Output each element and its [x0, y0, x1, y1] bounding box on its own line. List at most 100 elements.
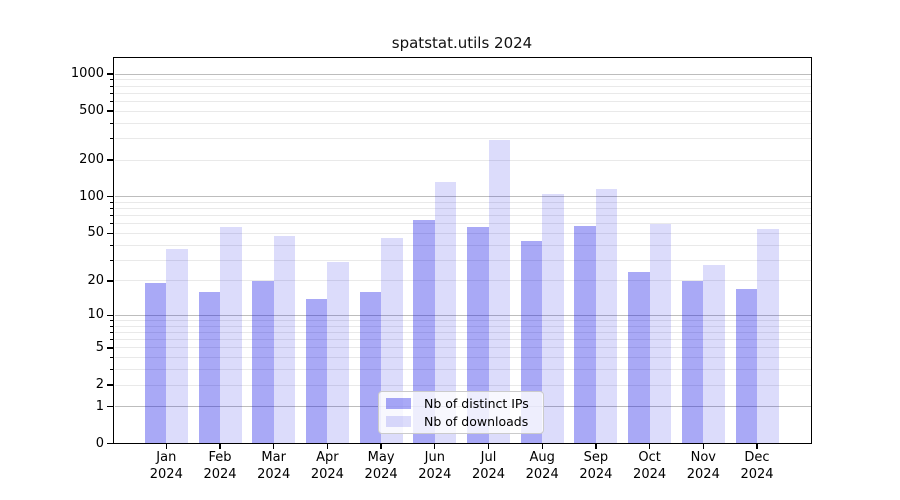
y-minor-tick: [110, 92, 113, 94]
y-minor-tick: [110, 339, 113, 341]
bar-distinct-ips-apr: [305, 298, 328, 443]
y-minor-tick: [110, 332, 113, 334]
x-tick: [541, 444, 543, 449]
y-tick: [107, 280, 113, 282]
y-tick: [107, 110, 113, 112]
bar-distinct-ips-nov: [681, 280, 704, 443]
bar-downloads-nov: [703, 265, 725, 443]
bar-downloads-aug: [542, 193, 564, 443]
x-label-month: Mar: [261, 450, 286, 465]
gridline-minor: [114, 369, 811, 371]
x-tick-label-may: May 2024: [353, 450, 409, 483]
bar-distinct-ips-jan: [144, 283, 167, 443]
y-tick-label: 1000: [70, 66, 104, 82]
gridline-minor: [114, 215, 811, 217]
x-label-year: 2024: [579, 466, 613, 482]
y-minor-tick: [110, 223, 113, 225]
y-minor-tick: [110, 100, 113, 102]
x-tick: [756, 444, 758, 449]
x-tick: [434, 444, 436, 449]
bar-downloads-jan: [166, 249, 188, 443]
x-label-month: Sep: [583, 450, 609, 465]
x-tick-label-oct: Oct 2024: [622, 450, 678, 483]
bar-downloads-jun: [434, 181, 457, 443]
gridline-minor: [114, 347, 811, 349]
y-minor-tick: [110, 259, 113, 261]
bar-distinct-ips-may: [359, 292, 382, 443]
gridline-minor: [114, 332, 811, 334]
gridline-minor: [114, 201, 811, 203]
bar-downloads-sep: [595, 189, 618, 443]
bar-downloads-apr: [327, 261, 349, 443]
legend-label-distinct-ips: Nb of distinct IPs: [424, 396, 529, 411]
gridline-minor: [114, 110, 811, 112]
x-tick: [648, 444, 651, 449]
chart-title: spatstat.utils 2024: [391, 34, 533, 52]
legend: Nb of distinct IPs Nb of downloads: [378, 391, 544, 434]
x-label-month: Oct: [638, 450, 661, 465]
y-minor-tick: [110, 369, 113, 371]
x-label-year: 2024: [364, 466, 398, 482]
x-label-month: Dec: [744, 450, 770, 465]
gridline-major: [114, 196, 811, 198]
y-minor-tick: [110, 320, 113, 322]
y-tick: [107, 196, 113, 198]
y-tick: [107, 73, 113, 75]
x-tick: [380, 444, 382, 449]
x-label-year: 2024: [633, 466, 667, 482]
gridline-minor: [114, 100, 811, 102]
y-tick: [107, 159, 113, 161]
gridline-minor: [114, 280, 811, 282]
gridline-major: [114, 73, 811, 75]
x-tick-label-aug: Aug 2024: [514, 450, 570, 483]
x-tick: [326, 444, 329, 449]
legend-swatch-downloads: [386, 416, 411, 427]
x-tick: [595, 444, 597, 449]
y-minor-tick: [110, 79, 113, 81]
x-tick-label-jun: Jun 2024: [407, 450, 463, 483]
y-tick-label: 2: [95, 377, 104, 392]
gridline-minor: [114, 325, 811, 327]
x-tick: [219, 444, 221, 449]
legend-item-distinct-ips: Nb of distinct IPs: [386, 396, 537, 411]
gridline-minor: [114, 384, 811, 386]
x-tick: [273, 444, 275, 449]
x-label-month: Nov: [690, 450, 716, 465]
y-minor-tick: [110, 122, 113, 124]
x-tick: [702, 444, 704, 449]
x-label-year: 2024: [525, 466, 559, 482]
y-minor-tick: [110, 208, 113, 210]
y-minor-tick: [110, 244, 113, 246]
bar-distinct-ips-jul: [467, 227, 489, 443]
x-label-month: Jan: [156, 450, 177, 465]
gridline-minor: [114, 320, 811, 322]
gridline-minor: [114, 223, 811, 225]
bar-downloads-feb: [220, 226, 242, 443]
y-tick-label: 10: [87, 307, 104, 323]
spine-left: [113, 56, 115, 445]
y-tick-label: 100: [79, 188, 104, 204]
y-tick: [107, 347, 113, 349]
x-label-year: 2024: [686, 466, 720, 482]
x-tick: [487, 444, 490, 449]
x-tick-label-jan: Jan 2024: [138, 450, 194, 483]
x-tick-label-mar: Mar 2024: [246, 450, 302, 483]
legend-swatch-distinct-ips: [386, 398, 411, 409]
y-minor-tick: [110, 201, 113, 203]
x-label-month: Aug: [529, 450, 555, 465]
gridline-minor: [114, 79, 811, 81]
spine-bottom: [113, 443, 812, 445]
bar-downloads-mar: [273, 235, 296, 443]
x-label-month: Jun: [424, 450, 445, 465]
y-tick-label: 1: [95, 398, 104, 414]
y-tick: [107, 443, 113, 445]
bar-distinct-ips-feb: [198, 292, 220, 443]
y-tick: [107, 232, 113, 235]
legend-item-downloads: Nb of downloads: [386, 414, 537, 429]
bar-distinct-ips-mar: [252, 280, 274, 443]
bar-distinct-ips-jun: [413, 220, 435, 443]
x-label-year: 2024: [740, 466, 774, 482]
spine-top: [113, 56, 812, 58]
gridline-minor: [114, 208, 811, 210]
